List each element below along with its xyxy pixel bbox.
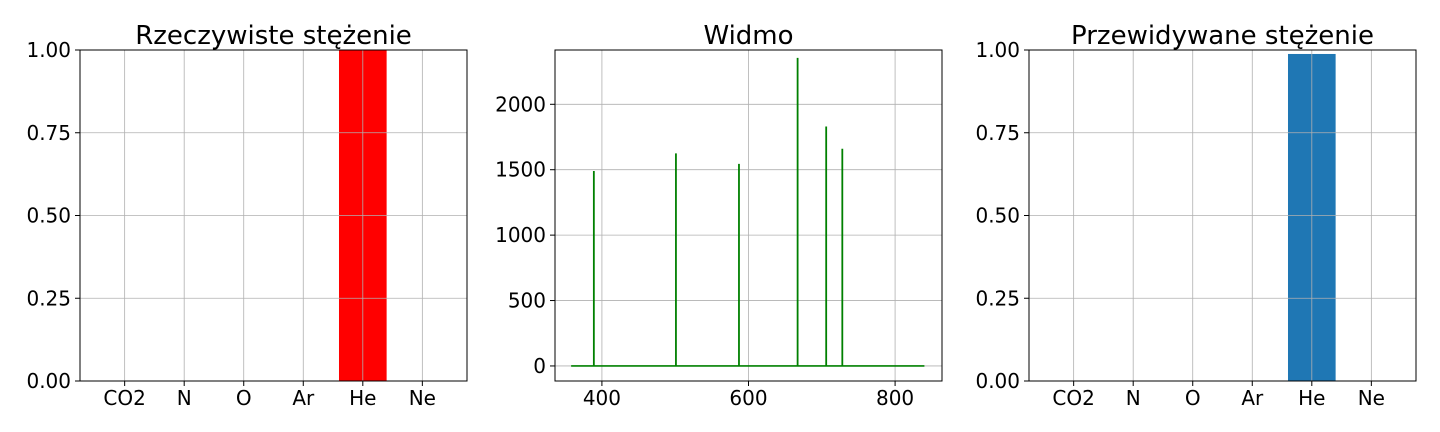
predicted-ytick-label: 1.00: [975, 38, 1020, 62]
predicted-xtick-label: N: [1126, 386, 1141, 410]
actual-xtick-label: Ne: [409, 386, 436, 410]
spectrum-ytick-label: 2000: [495, 92, 546, 116]
actual-xtick-label: He: [349, 386, 376, 410]
actual-concentration-panel: Rzeczywiste stężenie CO2 N O Ar He Ne 0.00 0.25…: [26, 21, 468, 410]
actual-xtick-label: N: [177, 386, 192, 410]
predicted-ytick-label: 0.25: [975, 286, 1020, 310]
spectrum-panel: Widmo 400 600 800 0 500 1000 1500 2000: [495, 21, 943, 410]
spectrum-xtick-label: 600: [729, 386, 767, 410]
actual-xtick-label: O: [236, 386, 252, 410]
spectrum-xtick-label: 800: [876, 386, 914, 410]
spectrum-ytick-label: 1000: [495, 223, 546, 247]
actual-ytick-label: 0.50: [26, 204, 71, 228]
predicted-xtick-label: Ne: [1358, 386, 1385, 410]
actual-xtick-label: Ar: [292, 386, 315, 410]
spectrum-ytick-label: 500: [508, 289, 546, 313]
predicted-concentration-title: Przewidywane stężenie: [1071, 21, 1374, 51]
predicted-xtick-label: Ar: [1241, 386, 1264, 410]
predicted-ytick-label: 0.00: [975, 369, 1020, 393]
predicted-xtick-label: O: [1185, 386, 1201, 410]
actual-ytick-label: 1.00: [26, 38, 71, 62]
predicted-concentration-panel: Przewidywane stężenie CO2 N O Ar He Ne 0.00 0.2…: [975, 21, 1417, 410]
actual-ytick-label: 0.00: [26, 369, 71, 393]
predicted-ytick-label: 0.75: [975, 121, 1020, 145]
spectrum-ytick-label: 0: [533, 354, 546, 378]
predicted-xtick-label: He: [1298, 386, 1325, 410]
spectrum-xtick-label: 400: [583, 386, 621, 410]
actual-ytick-label: 0.25: [26, 286, 71, 310]
predicted-ytick-label: 0.50: [975, 204, 1020, 228]
actual-concentration-title: Rzeczywiste stężenie: [135, 21, 412, 51]
spectrum-ytick-label: 1500: [495, 158, 546, 182]
spectrum-title: Widmo: [703, 21, 793, 51]
actual-ytick-label: 0.75: [26, 121, 71, 145]
predicted-xtick-label: CO2: [1052, 386, 1094, 410]
actual-xtick-label: CO2: [103, 386, 145, 410]
